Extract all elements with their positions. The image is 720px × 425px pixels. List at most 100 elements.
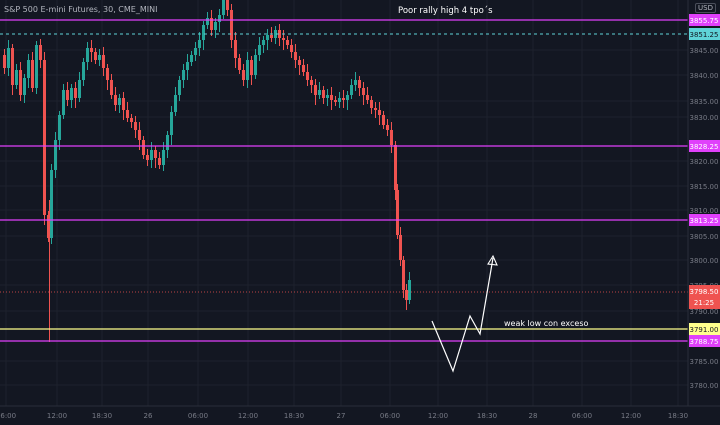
candle-body	[342, 98, 345, 100]
candle-body	[382, 115, 385, 125]
candle-body	[250, 60, 253, 75]
level-lines	[0, 19, 688, 342]
candle-body	[106, 68, 109, 80]
candle-body	[350, 85, 353, 95]
candle-body	[278, 30, 281, 38]
candle-body	[23, 78, 26, 95]
time-tick-label: 12:00	[47, 412, 67, 420]
candle-body	[202, 25, 205, 40]
projection-path[interactable]	[431, 257, 494, 373]
time-tick-label: 12:00	[428, 412, 448, 420]
candle-body	[218, 15, 221, 22]
price-tick-label: 3830.00	[690, 114, 719, 122]
candle-body	[270, 35, 273, 38]
candle-body	[94, 52, 97, 60]
candle-body	[182, 70, 185, 80]
candle-body	[3, 55, 6, 68]
candle-body	[7, 48, 10, 68]
price-label-dashed: 3851.25	[690, 31, 719, 39]
candle-body	[214, 22, 217, 30]
candle-body	[394, 145, 397, 190]
price-label-top: 3855.75	[690, 17, 719, 25]
projection-arrow-head	[487, 254, 498, 266]
annotation-weak-low[interactable]: weak low con exceso	[504, 319, 589, 328]
candle-body	[82, 62, 85, 80]
candle-body	[338, 98, 341, 102]
candle-body	[238, 58, 241, 70]
candle-body	[386, 125, 389, 130]
candle-body	[62, 90, 65, 115]
candle-body	[11, 48, 14, 85]
annotation-poor-high[interactable]: Poor rally high 4 tpo´s	[398, 6, 493, 16]
candle-body	[258, 45, 261, 55]
candle-body	[35, 45, 38, 88]
candle-body	[78, 80, 81, 98]
time-tick-label: 12:00	[238, 412, 258, 420]
candle-body	[74, 88, 77, 98]
candle-body	[174, 95, 177, 112]
candle-body	[190, 55, 193, 62]
candle-body	[102, 55, 105, 68]
candle-body	[266, 35, 269, 40]
currency-tag[interactable]: USD	[695, 3, 716, 13]
candle-body	[334, 100, 337, 102]
price-tick-label: 3845.00	[690, 47, 719, 55]
candle-body	[408, 280, 411, 300]
time-tick-label: 18:30	[92, 412, 112, 420]
candle-body	[358, 80, 361, 88]
price-label-3828: 3828.25	[690, 143, 719, 151]
candle-body	[50, 170, 53, 238]
candle-body	[346, 95, 349, 100]
candles	[3, 0, 411, 342]
candle-body	[19, 70, 22, 95]
time-tick-label: 28	[529, 412, 538, 420]
candle-body	[390, 130, 393, 145]
candle-body	[194, 48, 197, 55]
candle-body	[298, 60, 301, 65]
time-tick-label: 06:00	[572, 412, 592, 420]
candle-body	[122, 98, 125, 110]
time-tick-label: 27	[337, 412, 346, 420]
candle-body	[226, 0, 229, 10]
candle-body	[274, 30, 277, 38]
candle-body	[326, 95, 329, 98]
candle-body	[234, 40, 237, 58]
price-tick-label: 3820.00	[690, 158, 719, 166]
candle-body	[294, 52, 297, 60]
candle-body	[31, 60, 34, 88]
candle-body	[330, 95, 333, 100]
candle-body	[110, 80, 113, 95]
candle-body	[262, 40, 265, 45]
candle-body	[318, 90, 321, 95]
candle-body	[378, 110, 381, 115]
price-tick-label: 3790.00	[690, 308, 719, 316]
candle-body	[150, 150, 153, 160]
candle-body	[198, 40, 201, 48]
projection-drawing[interactable]	[431, 254, 498, 373]
candle-body	[43, 60, 46, 215]
candle-body	[54, 140, 57, 170]
candle-body	[70, 88, 73, 100]
symbol-title[interactable]: S&P 500 E-mini Futures, 30, CME_MINI	[4, 5, 158, 14]
time-tick-label: 06:00	[0, 412, 16, 420]
candle-body	[396, 190, 399, 235]
candle-body	[98, 55, 101, 60]
candle-body	[254, 55, 257, 75]
price-tick-label: 3810.00	[690, 207, 719, 215]
candle-body	[242, 70, 245, 80]
candle-body	[246, 60, 249, 80]
candle-body	[47, 215, 50, 238]
candle-body	[114, 95, 117, 105]
candle-body	[27, 60, 30, 78]
candle-body	[66, 90, 69, 100]
candle-body	[130, 118, 133, 122]
candle-body	[126, 110, 129, 118]
time-tick-label: 06:00	[188, 412, 208, 420]
price-label-3813: 3813.25	[690, 217, 719, 225]
candle-body	[142, 140, 145, 155]
time-axis[interactable]: 06:00 12:00 18:30 26 06:00 12:00 18:30 27 06:00 1…	[0, 412, 688, 420]
candle-body	[210, 18, 213, 30]
candle-body	[366, 95, 369, 100]
